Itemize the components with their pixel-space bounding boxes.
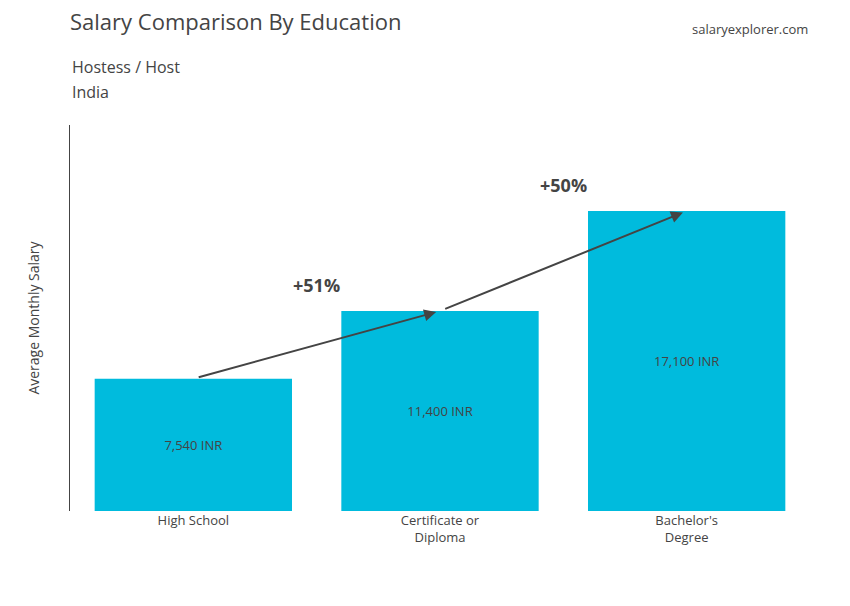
svg-text:Salary Comparison By Education: Salary Comparison By Education (70, 6, 401, 36)
svg-text:+51%: +51% (293, 273, 340, 297)
svg-text:+50%: +50% (540, 173, 587, 197)
svg-text:High School: High School (158, 511, 230, 529)
svg-text:Hostess / Host: Hostess / Host (72, 56, 180, 78)
svg-text:Average Monthly Salary: Average Monthly Salary (24, 240, 43, 394)
svg-text:Certificate orDiploma: Certificate orDiploma (401, 511, 480, 546)
svg-text:11,400 INR: 11,400 INR (407, 402, 472, 420)
svg-text:7,540 INR: 7,540 INR (164, 436, 222, 454)
svg-text:India: India (72, 81, 109, 103)
svg-text:Bachelor'sDegree: Bachelor'sDegree (655, 511, 718, 546)
svg-text:17,100 INR: 17,100 INR (654, 352, 719, 370)
svg-text:salaryexplorer.com: salaryexplorer.com (692, 20, 808, 38)
